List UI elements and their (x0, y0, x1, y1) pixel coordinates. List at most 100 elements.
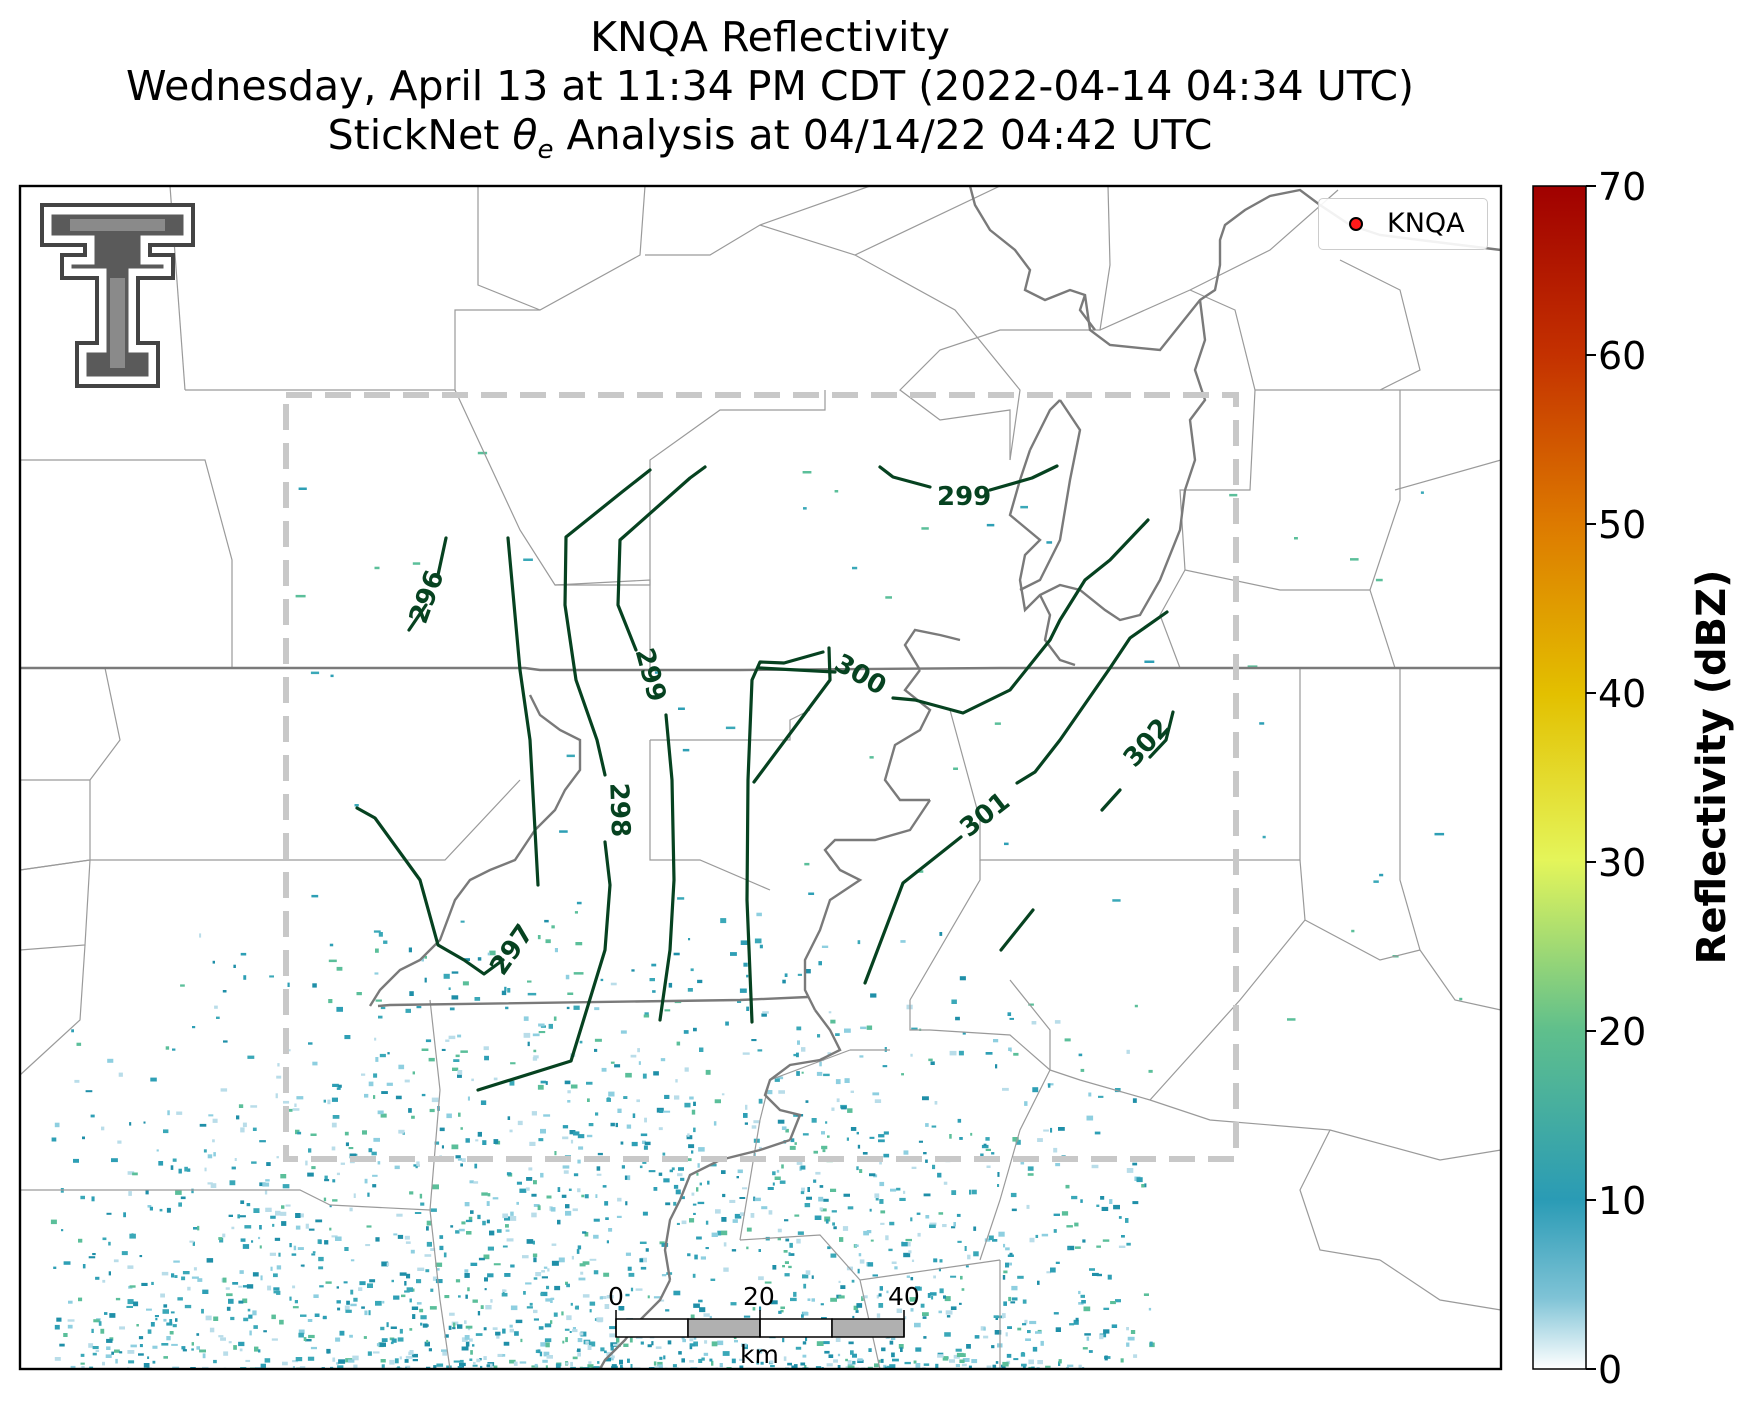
reflectivity-pixel (225, 1287, 230, 1290)
reflectivity-pixel (758, 1276, 764, 1281)
reflectivity-pixel (994, 722, 1001, 725)
reflectivity-pixel (575, 942, 583, 946)
reflectivity-pixel (803, 507, 807, 510)
reflectivity-pixel (98, 1321, 102, 1326)
reflectivity-pixel (567, 1100, 571, 1103)
reflectivity-pixel (1002, 1361, 1009, 1367)
reflectivity-pixel (1001, 1364, 1006, 1369)
reflectivity-pixel (308, 1042, 313, 1045)
reflectivity-pixel (847, 1363, 853, 1366)
reflectivity-pixel (970, 1132, 973, 1136)
reflectivity-pixel (1058, 1359, 1062, 1364)
reflectivity-pixel (539, 1351, 543, 1357)
reflectivity-pixel (794, 1142, 797, 1145)
reflectivity-pixel (879, 1199, 884, 1204)
reflectivity-pixel (565, 1210, 572, 1216)
reflectivity-pixel (177, 1297, 183, 1301)
reflectivity-pixel (605, 1217, 609, 1220)
title-line-3: StickNet θe Analysis at 04/14/22 04:42 U… (327, 111, 1213, 166)
reflectivity-pixel (707, 1180, 710, 1185)
reflectivity-pixel (545, 1342, 550, 1348)
reflectivity-pixel (889, 1364, 896, 1369)
reflectivity-pixel (563, 1170, 569, 1174)
reflectivity-pixel (576, 1249, 580, 1254)
reflectivity-pixel (554, 1285, 561, 1291)
reflectivity-pixel (510, 1062, 516, 1065)
reflectivity-pixel (243, 975, 247, 980)
reflectivity-pixel (280, 1211, 287, 1216)
reflectivity-pixel (387, 1052, 390, 1055)
reflectivity-pixel (883, 1153, 890, 1158)
reflectivity-pixel (238, 1285, 243, 1288)
reflectivity-pixel (127, 1299, 134, 1305)
reflectivity-pixel (586, 1081, 593, 1085)
reflectivity-pixel (696, 1187, 699, 1192)
reflectivity-pixel (1109, 1199, 1113, 1204)
reflectivity-pixel (959, 1137, 963, 1140)
reflectivity-pixel (239, 1270, 244, 1274)
reflectivity-pixel (113, 1259, 119, 1263)
reflectivity-pixel (797, 973, 802, 976)
reflectivity-pixel (510, 1305, 518, 1311)
reflectivity-pixel (1091, 1164, 1099, 1169)
reflectivity-pixel (824, 1350, 830, 1354)
reflectivity-pixel (693, 1212, 696, 1215)
reflectivity-pixel (827, 1246, 831, 1250)
reflectivity-pixel (868, 1348, 872, 1352)
reflectivity-pixel (839, 1237, 844, 1242)
reflectivity-pixel (565, 974, 570, 980)
reflectivity-pixel (642, 1073, 647, 1079)
reflectivity-pixel (606, 1240, 609, 1244)
reflectivity-pixel (332, 1083, 339, 1087)
reflectivity-pixel (199, 1123, 207, 1127)
reflectivity-pixel (625, 1072, 632, 1078)
reflectivity-pixel (192, 1241, 195, 1246)
reflectivity-pixel (813, 1179, 817, 1183)
reflectivity-pixel (550, 1207, 556, 1212)
reflectivity-pixel (971, 1359, 978, 1364)
reflectivity-pixel (601, 1067, 607, 1072)
reflectivity-pixel (336, 1006, 343, 1012)
reflectivity-pixel (825, 1219, 829, 1224)
reflectivity-pixel (573, 1173, 579, 1177)
reflectivity-pixel (796, 1071, 800, 1076)
reflectivity-pixel (470, 1210, 474, 1214)
reflectivity-pixel (229, 1180, 236, 1186)
reflectivity-pixel (537, 1084, 544, 1090)
reflectivity-pixel (172, 1048, 176, 1051)
reflectivity-pixel (699, 1047, 704, 1052)
reflectivity-pixel (292, 1366, 295, 1369)
reflectivity-pixel (696, 1236, 702, 1240)
reflectivity-pixel (599, 1296, 603, 1300)
reflectivity-pixel (457, 1158, 462, 1161)
reflectivity-pixel (1115, 1299, 1121, 1303)
reflectivity-pixel (405, 1355, 413, 1359)
reflectivity-pixel (658, 1172, 663, 1176)
reflectivity-pixel (682, 748, 690, 752)
reflectivity-pixel (878, 1134, 885, 1138)
reflectivity-pixel (289, 1296, 292, 1301)
reflectivity-pixel (398, 1064, 405, 1070)
reflectivity-pixel (1055, 1327, 1061, 1332)
reflectivity-pixel (119, 1351, 123, 1354)
reflectivity-pixel (683, 1030, 689, 1034)
reflectivity-pixel (448, 987, 451, 990)
reflectivity-pixel (693, 1027, 697, 1032)
reflectivity-pixel (752, 1307, 756, 1311)
reflectivity-pixel (554, 1151, 557, 1156)
reflectivity-pixel (1013, 1052, 1019, 1056)
reflectivity-pixel (259, 1140, 266, 1143)
reflectivity-pixel (550, 1297, 555, 1300)
reflectivity-pixel (1148, 1069, 1153, 1073)
reflectivity-pixel (774, 1078, 780, 1082)
reflectivity-pixel (299, 1366, 306, 1369)
reflectivity-pixel (969, 1189, 972, 1195)
reflectivity-pixel (693, 1303, 700, 1308)
reflectivity-pixel (505, 1224, 509, 1228)
reflectivity-pixel (1035, 1234, 1039, 1238)
reflectivity-pixel (362, 1130, 367, 1135)
reflectivity-pixel (678, 707, 685, 710)
reflectivity-pixel (452, 1326, 456, 1330)
reflectivity-pixel (139, 1344, 143, 1348)
reflectivity-pixel (202, 1353, 206, 1359)
